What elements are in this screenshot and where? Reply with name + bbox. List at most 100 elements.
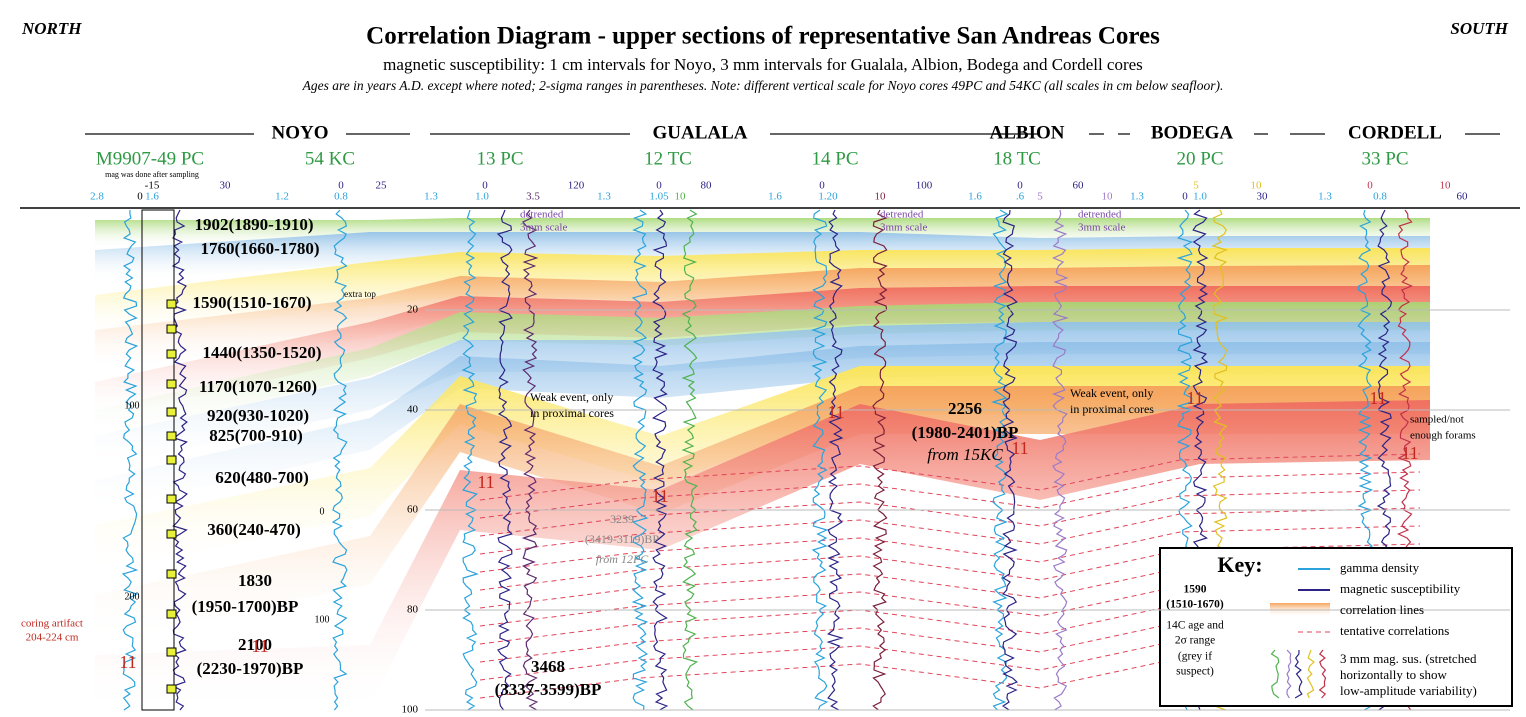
group-label: GUALALA — [652, 122, 747, 143]
annotation: Weak event, only — [530, 390, 613, 404]
scale-label: 0.8 — [1373, 191, 1387, 203]
scale-label: 5 — [1037, 191, 1043, 203]
scale-label: 0 — [1017, 180, 1023, 192]
annotation: Weak event, only — [1070, 386, 1153, 400]
annotation: extra top — [344, 289, 376, 299]
age-label: from 15KC — [927, 445, 1003, 464]
depth-tick: 60 — [407, 504, 419, 516]
tentative-line — [479, 543, 1421, 591]
group-label: NOYO — [272, 122, 329, 143]
age-label: 620(480-700) — [215, 468, 308, 487]
scale-label: 1.2 — [275, 191, 289, 203]
core-label: 14 PC — [812, 148, 859, 169]
annotation: 3mm scale — [520, 222, 567, 234]
sample-marker — [166, 324, 177, 334]
annotation: mag was done after sampling — [105, 170, 199, 179]
scale-label: 1.6 — [145, 191, 159, 203]
key-item: gamma density — [1340, 560, 1420, 575]
sample-marker — [166, 299, 177, 309]
key-sample: 14C age and — [1166, 620, 1224, 632]
correlation-bands — [95, 218, 1430, 715]
key-item: low-amplitude variability) — [1340, 683, 1477, 698]
annotation: detrended — [520, 209, 564, 221]
log-curve — [872, 209, 888, 711]
log-curve — [826, 209, 845, 711]
annotation: coring artifact — [21, 618, 83, 630]
tentative-line — [479, 597, 1421, 645]
event-number: 11 — [1186, 388, 1203, 408]
core-label: 54 KC — [305, 148, 355, 169]
log-curve — [1051, 209, 1069, 711]
correlation-band — [95, 342, 1430, 512]
scale-label: 1.05 — [649, 191, 669, 203]
label: SOUTH — [1450, 19, 1508, 38]
annotation: 3mm scale — [880, 222, 927, 234]
event-number: 11 — [1011, 438, 1028, 458]
key-swatch — [1318, 649, 1327, 699]
key-item: 3 mm mag. sus. (stretched — [1340, 651, 1477, 666]
tentative-line — [479, 471, 1421, 519]
scale-label: 60 — [1073, 180, 1085, 192]
log-curve — [331, 209, 348, 711]
key-item: magnetic susceptibility — [1340, 581, 1461, 596]
age-label: (1980-2401)BP — [912, 423, 1019, 442]
core-label: 33 PC — [1362, 148, 1409, 169]
age-label: (3419-3119)BP — [585, 532, 660, 546]
key-swatch — [1294, 649, 1303, 699]
scale-label: 30 — [1257, 191, 1269, 203]
log-curve — [651, 209, 669, 711]
sample-marker — [166, 609, 177, 619]
scale-label: 1.3 — [424, 191, 438, 203]
depth-tick: 100 — [402, 704, 419, 716]
core-label: M9907-49 PC — [96, 148, 204, 169]
sample-marker — [166, 529, 177, 539]
tentative-line — [479, 525, 1421, 573]
annotation: enough forams — [1410, 430, 1476, 442]
annotation: 204-224 cm — [26, 632, 79, 644]
label: magnetic susceptibility: 1 cm intervals … — [383, 55, 1143, 74]
age-label: (3337-3599)BP — [495, 680, 602, 699]
correlation-band — [95, 302, 1430, 438]
core-label: 12 TC — [644, 148, 692, 169]
scale-label: 1.0 — [1193, 191, 1207, 203]
depth-tick: 20 — [407, 304, 419, 316]
age-label: 2100 — [238, 635, 272, 654]
scale-label: 1.6 — [768, 191, 782, 203]
event-number: 11 — [651, 486, 668, 506]
age-label: from 12PC — [596, 552, 650, 566]
scale-label: 25 — [376, 180, 388, 192]
age-label: 360(240-470) — [207, 520, 300, 539]
scale-label: 0 — [338, 180, 344, 192]
age-label: 1440(1350-1520) — [203, 343, 322, 362]
scale-label: 0 — [1182, 191, 1188, 203]
sample-marker — [166, 431, 177, 441]
label: Ages are in years A.D. except where note… — [302, 78, 1224, 93]
key-item: tentative correlations — [1340, 623, 1449, 638]
scale-label: 1.3 — [597, 191, 611, 203]
scale-label: .6 — [1016, 191, 1025, 203]
scale-label: 0 — [482, 180, 488, 192]
age-label: 1760(1660-1780) — [201, 239, 320, 258]
age-label: 920(930-1020) — [207, 406, 309, 425]
label: Correlation Diagram - upper sections of … — [366, 23, 1160, 50]
group-label: BODEGA — [1151, 122, 1234, 143]
age-label: 825(700-910) — [209, 426, 302, 445]
depth-tick: 40 — [407, 404, 419, 416]
key-sample: suspect) — [1176, 666, 1214, 678]
core-label: 13 PC — [477, 148, 524, 169]
scale-label: 2.8 — [90, 191, 104, 203]
sample-marker — [166, 647, 177, 657]
age-label: 2256 — [948, 399, 982, 418]
log-curve — [461, 209, 479, 711]
scale-label: 0 — [819, 180, 825, 192]
scale-label: 100 — [916, 180, 933, 192]
scale-label: 5 — [1193, 180, 1199, 192]
age-label: 3468 — [531, 657, 565, 676]
key-title: Key: — [1217, 552, 1262, 577]
age-label: 3239 — [610, 512, 634, 526]
key-sample: 1590 — [1184, 584, 1207, 596]
key-box — [1159, 547, 1513, 707]
event-number: 11 — [477, 472, 494, 492]
key-item: horizontally to show — [1340, 667, 1447, 682]
